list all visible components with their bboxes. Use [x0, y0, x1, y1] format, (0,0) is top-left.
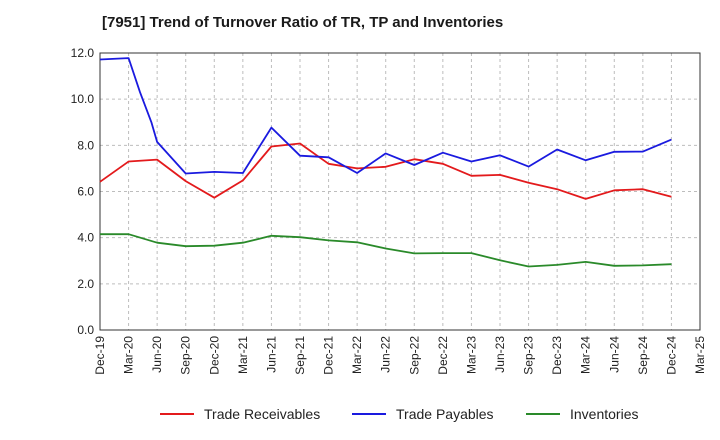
x-tick-label: Mar-21	[236, 336, 250, 374]
axes: 0.0 2.0 4.0 6.0 8.0 10.0 12.0 Dec-19 Mar-20 Jun-2…	[71, 46, 707, 375]
x-tick-label: Mar-22	[350, 336, 364, 374]
legend-label: Trade Receivables	[204, 406, 320, 422]
x-tick-label: Jun-21	[264, 336, 278, 373]
x-tick-label: Jun-20	[150, 336, 164, 373]
x-tick-label: Mar-25	[693, 336, 707, 374]
x-tick-label: Jun-23	[493, 336, 507, 373]
x-tick-label: Mar-23	[464, 336, 478, 374]
y-tick-label: 10.0	[71, 92, 95, 106]
plot-frame	[99, 52, 701, 331]
y-tick-label: 4.0	[77, 231, 94, 245]
chart-title: [7951] Trend of Turnover Ratio of TR, TP…	[102, 14, 504, 31]
x-tick-label: Sep-20	[179, 336, 193, 375]
x-tick-label: Dec-22	[436, 336, 450, 375]
x-tick-label: Dec-23	[550, 336, 564, 375]
legend: Trade Receivables Trade Payables Inventori…	[160, 406, 638, 422]
series-line-trade-receivables	[99, 142, 672, 200]
y-tick-label: 8.0	[77, 138, 94, 152]
legend-label: Trade Payables	[396, 406, 494, 422]
x-tick-label: Dec-20	[207, 336, 221, 375]
x-tick-label: Sep-21	[293, 336, 307, 375]
x-tick-label: Dec-19	[93, 336, 107, 375]
x-tick-label: Mar-20	[122, 336, 136, 374]
x-tick-label: Dec-24	[664, 336, 678, 375]
y-tick-label: 0.0	[77, 323, 94, 337]
y-tick-label: 12.0	[71, 46, 95, 60]
x-tick-label: Mar-24	[579, 336, 593, 374]
series-line-trade-payables	[99, 57, 672, 175]
y-tick-label: 2.0	[77, 277, 94, 291]
x-tick-label: Sep-24	[636, 336, 650, 375]
x-tick-label: Sep-23	[522, 336, 536, 375]
legend-label: Inventories	[570, 406, 638, 422]
grid	[100, 52, 700, 331]
series-lines	[99, 57, 672, 268]
x-tick-label: Dec-21	[322, 336, 336, 375]
x-tick-label: Sep-22	[407, 336, 421, 375]
y-tick-label: 6.0	[77, 185, 94, 199]
x-tick-label: Jun-22	[379, 336, 393, 373]
x-tick-label: Jun-24	[607, 336, 621, 373]
series-line-inventories	[100, 233, 672, 268]
